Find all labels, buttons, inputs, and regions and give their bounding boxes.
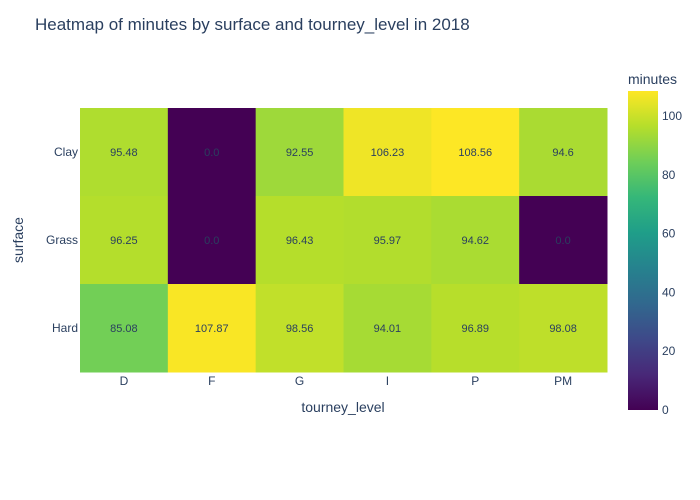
heatmap-cell <box>431 108 520 197</box>
heatmap-cell <box>80 284 169 373</box>
colorbar-ticks: 0 20 40 60 80 100 <box>662 109 682 417</box>
heatmap-cell <box>343 108 432 197</box>
heatmap-cells: 95.48 0.0 92.55 106.23 108.56 94.6 96.25 0.0 96.… <box>80 108 608 373</box>
cell-label: 94.01 <box>374 323 402 335</box>
cell-label: 98.56 <box>286 323 314 335</box>
y-tick-label: Hard <box>52 321 78 335</box>
cell-label: 95.97 <box>374 235 402 247</box>
colorbar-tick-label: 80 <box>662 168 676 182</box>
x-tick-label: F <box>208 374 215 388</box>
x-axis-ticks: D F G I P PM <box>120 374 573 388</box>
colorbar-tick-label: 20 <box>662 344 676 358</box>
heatmap-cell <box>255 108 344 197</box>
cell-label: 0.0 <box>204 147 219 159</box>
x-tick-label: D <box>120 374 129 388</box>
x-tick-label: P <box>471 374 479 388</box>
cell-label: 94.6 <box>552 147 573 159</box>
heatmap-cell <box>80 108 169 197</box>
heatmap-cell <box>431 196 520 285</box>
y-tick-label: Grass <box>46 233 78 247</box>
x-tick-label: I <box>386 374 389 388</box>
x-tick-label: PM <box>554 374 572 388</box>
heatmap-cell <box>519 196 608 285</box>
cell-label: 96.89 <box>461 323 489 335</box>
y-axis-title: surface <box>10 217 26 263</box>
heatmap-cell <box>255 196 344 285</box>
cell-label: 92.55 <box>286 147 314 159</box>
heatmap-cell <box>255 284 344 373</box>
cell-label: 96.25 <box>110 235 138 247</box>
cell-label: 98.08 <box>549 323 577 335</box>
heatmap-cell <box>343 196 432 285</box>
x-axis-title: tourney_level <box>301 399 384 415</box>
cell-label: 0.0 <box>204 235 219 247</box>
heatmap-cell <box>519 284 608 373</box>
heatmap-cell <box>519 108 608 197</box>
heatmap-cell <box>431 284 520 373</box>
cell-label: 95.48 <box>110 147 138 159</box>
x-tick-label: G <box>295 374 304 388</box>
colorbar-tick-label: 40 <box>662 285 676 299</box>
colorbar <box>628 91 658 410</box>
colorbar-tick-label: 60 <box>662 227 676 241</box>
heatmap-cell <box>80 196 169 285</box>
cell-label: 0.0 <box>555 235 570 247</box>
heatmap-cell <box>167 284 257 373</box>
y-tick-label: Clay <box>54 145 78 159</box>
colorbar-tick-label: 0 <box>662 403 669 417</box>
cell-label: 94.62 <box>461 235 489 247</box>
heatmap-cell <box>343 284 432 373</box>
cell-label: 85.08 <box>110 323 138 335</box>
cell-label: 107.87 <box>195 323 229 335</box>
heatmap-cell <box>167 108 257 197</box>
cell-label: 96.43 <box>286 235 314 247</box>
cell-label: 106.23 <box>371 147 405 159</box>
cell-label: 108.56 <box>458 147 492 159</box>
colorbar-title: minutes <box>628 71 677 87</box>
chart-title: Heatmap of minutes by surface and tourne… <box>35 15 470 34</box>
y-axis-ticks: Clay Grass Hard <box>46 145 78 335</box>
heatmap-cell <box>167 196 257 285</box>
colorbar-tick-label: 100 <box>662 109 682 123</box>
